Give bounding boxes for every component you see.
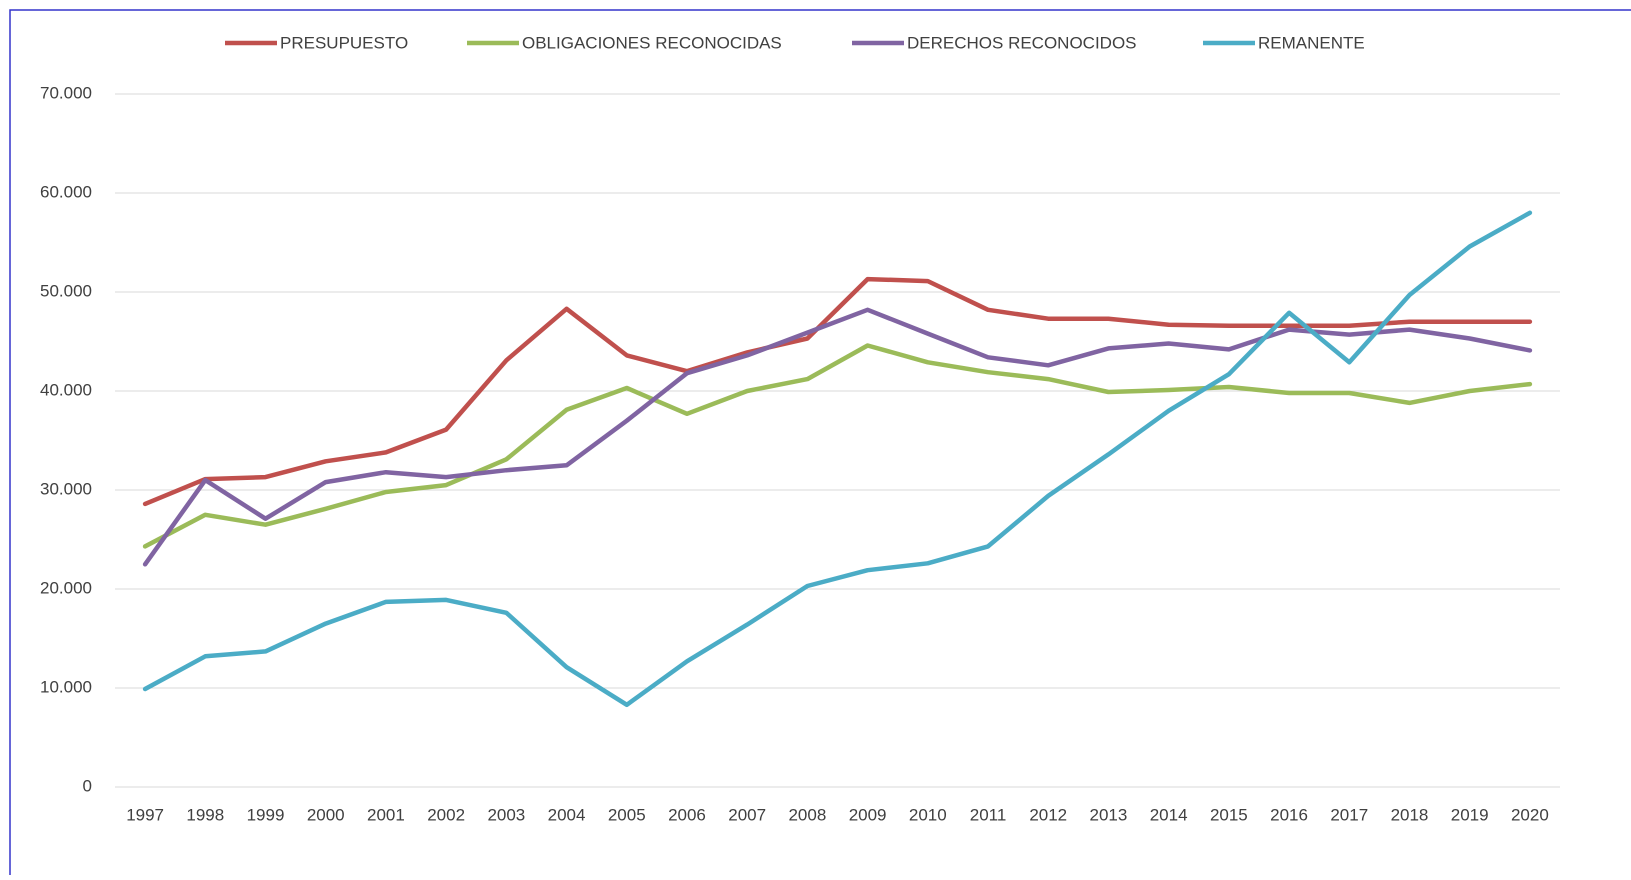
x-tick-label: 2000 (307, 805, 345, 824)
y-tick-label: 70.000 (40, 83, 92, 102)
x-tick-label: 2002 (427, 805, 465, 824)
x-tick-label: 2010 (909, 805, 947, 824)
y-tick-label: 20.000 (40, 578, 92, 597)
y-tick-label: 10.000 (40, 677, 92, 696)
y-tick-label: 30.000 (40, 479, 92, 498)
series-line (142, 343, 1533, 549)
x-tick-label: 2004 (548, 805, 586, 824)
x-tick-label: 2018 (1391, 805, 1429, 824)
x-tick-label: 2019 (1451, 805, 1489, 824)
legend-label: DERECHOS RECONOCIDOS (907, 33, 1137, 52)
legend-label: REMANENTE (1258, 33, 1365, 52)
x-tick-label: 2009 (849, 805, 887, 824)
series-line (142, 210, 1533, 708)
series-line (142, 307, 1533, 567)
x-tick-label: 2012 (1029, 805, 1067, 824)
x-tick-label: 2016 (1270, 805, 1308, 824)
x-tick-label: 1999 (247, 805, 285, 824)
x-tick-label: 2011 (970, 805, 1007, 824)
x-tick-label: 2005 (608, 805, 646, 824)
y-tick-label: 40.000 (40, 380, 92, 399)
x-tick-label: 2001 (367, 805, 405, 824)
x-tick-label: 1997 (126, 805, 164, 824)
x-tick-label: 2020 (1511, 805, 1549, 824)
legend-label: OBLIGACIONES RECONOCIDAS (522, 33, 782, 52)
series-line (142, 276, 1533, 507)
legend-label: PRESUPUESTO (280, 33, 408, 52)
x-tick-label: 2015 (1210, 805, 1248, 824)
x-tick-label: 2014 (1150, 805, 1188, 824)
y-tick-label: 60.000 (40, 182, 92, 201)
x-tick-label: 2006 (668, 805, 706, 824)
y-tick-label: 0 (83, 776, 92, 795)
x-tick-label: 1998 (186, 805, 224, 824)
x-tick-label: 2013 (1090, 805, 1128, 824)
x-tick-label: 2017 (1330, 805, 1368, 824)
y-tick-label: 50.000 (40, 281, 92, 300)
x-tick-label: 2008 (788, 805, 826, 824)
x-tick-label: 2007 (728, 805, 766, 824)
chart-border (9, 9, 1631, 880)
x-tick-label: 2003 (487, 805, 525, 824)
